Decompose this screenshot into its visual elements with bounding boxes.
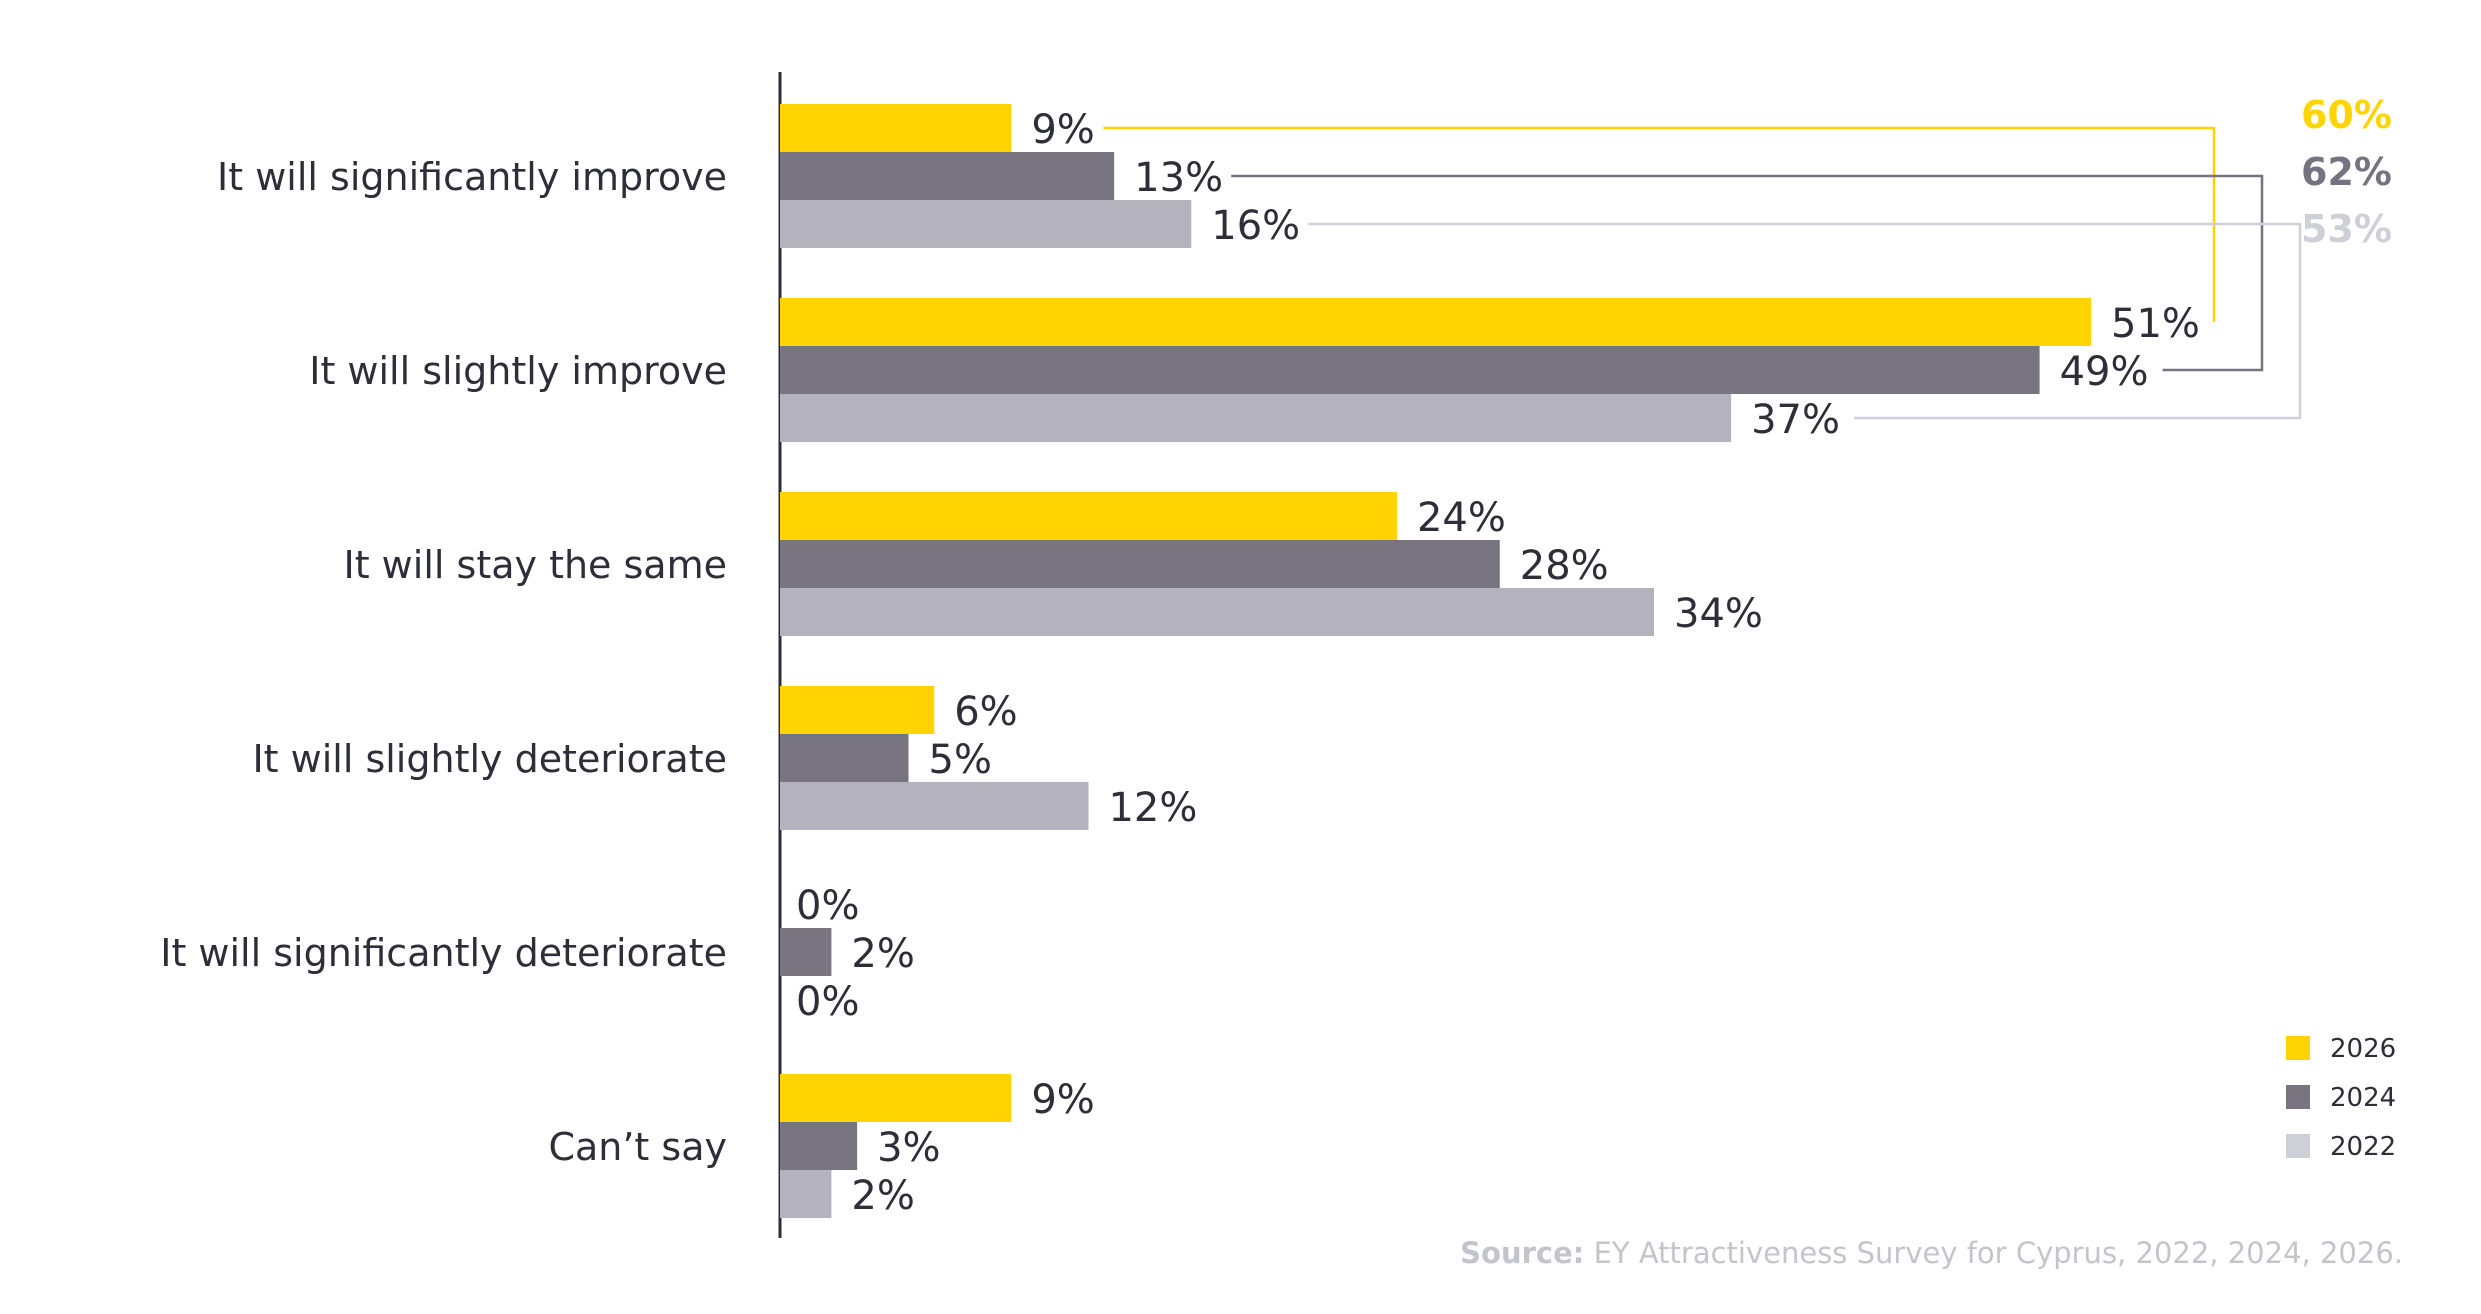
value-label: 0% <box>796 883 859 929</box>
category-label: It will stay the same <box>344 543 728 587</box>
value-label: 0% <box>796 979 859 1025</box>
value-label: 49% <box>2060 349 2149 395</box>
bracket-2022 <box>1308 222 2302 420</box>
category-label: It will significantly improve <box>217 155 727 199</box>
value-label: 12% <box>1108 785 1197 831</box>
bar-2026 <box>780 104 1012 152</box>
value-label: 34% <box>1674 591 1763 637</box>
value-label: 3% <box>877 1125 940 1171</box>
improve-total-2026: 60% <box>2301 93 2392 137</box>
bracket-2024 <box>1231 174 2264 372</box>
category-label: It will slightly deteriorate <box>252 737 727 781</box>
legend-swatch <box>2286 1036 2310 1060</box>
legend-label: 2026 <box>2330 1034 2396 1064</box>
bar-2024 <box>780 152 1115 200</box>
source-note: Source: EY Attractiveness Survey for Cyp… <box>1460 1236 2403 1270</box>
bar-2026 <box>780 1074 1012 1122</box>
bar-2026 <box>780 686 935 734</box>
bar-2022 <box>780 782 1089 830</box>
category-label: It will slightly improve <box>309 349 727 393</box>
value-label: 2% <box>851 931 914 977</box>
bar-2024 <box>780 734 909 782</box>
value-label: 2% <box>851 1173 914 1219</box>
bar-2024 <box>780 928 832 976</box>
bar-2024 <box>780 346 2040 394</box>
bracket-2026 <box>1103 126 2216 322</box>
category-label: It will significantly deteriorate <box>160 931 727 975</box>
bar-2026 <box>780 492 1397 540</box>
value-label: 28% <box>1520 543 1609 589</box>
legend-swatch <box>2286 1085 2310 1109</box>
value-label: 9% <box>1031 1077 1094 1123</box>
bar-2024 <box>780 1122 858 1170</box>
source-text: EY Attractiveness Survey for Cyprus, 202… <box>1584 1236 2403 1270</box>
bar-2026 <box>780 298 2091 346</box>
improve-total-2024: 62% <box>2301 150 2392 194</box>
value-label: 13% <box>1134 155 1223 201</box>
legend-label: 2022 <box>2330 1132 2396 1162</box>
value-label: 9% <box>1031 107 1094 153</box>
value-label: 51% <box>2111 301 2200 347</box>
bar-2024 <box>780 540 1500 588</box>
value-label: 16% <box>1211 203 1300 249</box>
value-label: 5% <box>929 737 992 783</box>
bar-2022 <box>780 394 1732 442</box>
bar-2022 <box>780 200 1192 248</box>
legend-swatch <box>2286 1134 2310 1158</box>
value-label: 37% <box>1751 397 1840 443</box>
source-label: Source: <box>1460 1236 1585 1270</box>
bar-2022 <box>780 1170 832 1218</box>
value-label: 24% <box>1417 495 1506 541</box>
improve-total-2022: 53% <box>2301 207 2392 251</box>
bar-2022 <box>780 588 1654 636</box>
category-label: Can’t say <box>548 1125 727 1169</box>
legend-label: 2024 <box>2330 1083 2396 1113</box>
value-label: 6% <box>954 689 1017 735</box>
